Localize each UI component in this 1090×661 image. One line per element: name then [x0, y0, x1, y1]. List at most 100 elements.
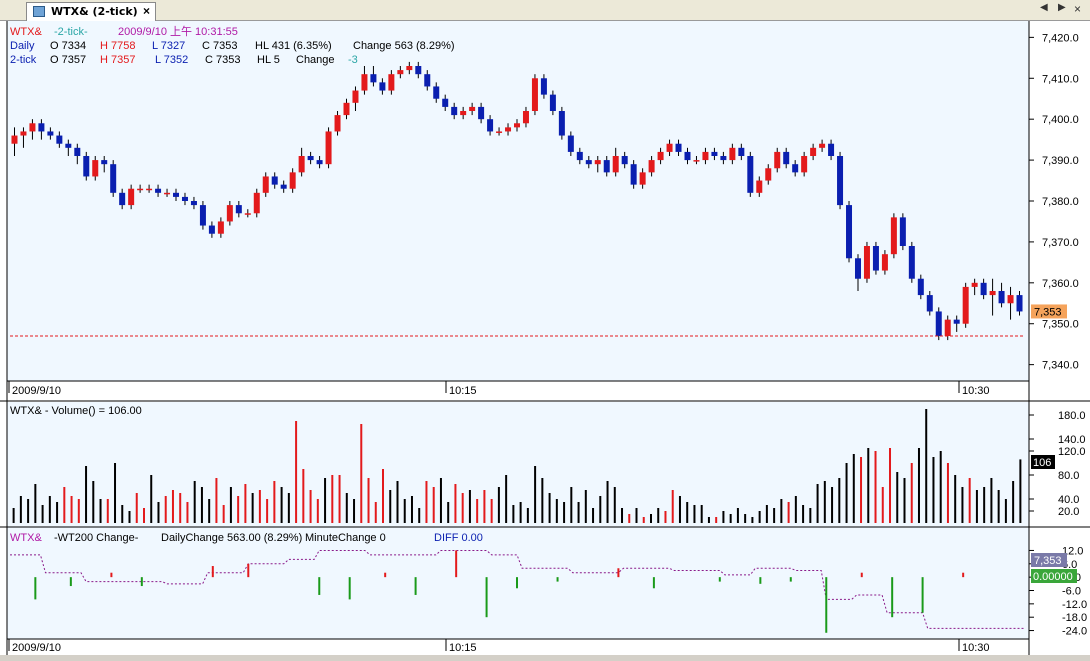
candle-body [505, 127, 512, 132]
candle-body [828, 143, 835, 156]
volume-tick-label: 20.0 [1058, 506, 1079, 518]
candle-body [720, 156, 727, 161]
price-panel-bg [7, 21, 1029, 381]
tick-change-label: Change [296, 54, 335, 66]
candle-body [370, 74, 377, 83]
candle-body [262, 176, 269, 193]
candle-body [451, 106, 458, 116]
volume-tick-label: 180.0 [1058, 410, 1086, 422]
candle-body [917, 278, 924, 296]
daily-low: L 7327 [152, 40, 185, 52]
header-datetime: 2009/9/10 上午 10:31:55 [118, 25, 238, 38]
candle-body [119, 192, 126, 206]
sheet-tab-bar[interactable] [0, 655, 1090, 661]
candle-body [433, 86, 440, 99]
candle-body [711, 151, 718, 156]
candle-body [181, 196, 188, 201]
candle-body [540, 78, 547, 95]
price-tick-label: 7,390.0 [1042, 155, 1079, 167]
candle-body [298, 156, 305, 173]
scroll-left-icon[interactable]: ◀ [1040, 2, 1048, 13]
candle-body [872, 246, 879, 271]
candle-body [863, 246, 870, 279]
change-tick-label: 12.0 [1062, 545, 1083, 557]
candle-body [496, 131, 503, 133]
change-name: -WT200 Change- [54, 532, 139, 544]
candle-body [980, 282, 987, 296]
candle-body [20, 131, 27, 136]
candle-body [926, 295, 933, 312]
tick-change-value: -3 [348, 54, 358, 66]
chart-area[interactable]: WTX& -2-tick- 2009/9/10 上午 10:31:55 Dail… [0, 21, 1090, 655]
candle-body [460, 111, 467, 116]
tick-high: H 7357 [100, 54, 135, 66]
candle-body [128, 188, 135, 206]
candle-body [899, 217, 906, 246]
daily-close: C 7353 [202, 40, 237, 52]
candle-body [603, 160, 610, 173]
time2-label-3: 10:30 [962, 642, 990, 654]
candle-body [235, 205, 242, 214]
candle-body [765, 168, 772, 181]
change-minute: MinuteChange 0 [305, 532, 386, 544]
close-icon[interactable]: × [1074, 2, 1082, 16]
price-tick-label: 7,410.0 [1042, 73, 1079, 85]
candle-body [639, 172, 646, 185]
candle-body [478, 106, 485, 120]
volume-tick-label: 80.0 [1058, 470, 1079, 482]
candle-body [38, 123, 45, 132]
tick-label: 2-tick [10, 54, 37, 66]
volume-panel-bg [7, 402, 1029, 527]
price-tick-label: 7,370.0 [1042, 237, 1079, 249]
candle-body [343, 102, 350, 116]
candle-body [244, 213, 251, 215]
candle-body [594, 160, 601, 165]
change-badge-2-label: 0.00000 [1033, 571, 1073, 583]
candle-body [531, 78, 538, 111]
candle-body [549, 94, 556, 111]
candle-body [738, 147, 745, 156]
time-label-2: 10:15 [449, 385, 477, 397]
change-diff: DIFF 0.00 [434, 532, 483, 544]
candle-body [522, 111, 529, 124]
chart-icon [33, 6, 45, 17]
price-axis: 7,420.0 7,410.0 7,400.0 7,390.0 7,380.0 7,370… [1029, 32, 1079, 372]
candle-body [280, 184, 287, 189]
candle-body [325, 131, 332, 165]
candle-body [630, 164, 637, 185]
candle-body [307, 156, 314, 161]
candle-body [65, 143, 72, 148]
candle-body [406, 66, 413, 71]
candle-body [890, 217, 897, 255]
candle-body [971, 282, 978, 287]
candle-body [693, 160, 700, 162]
candle-body [684, 151, 691, 161]
candle-body [729, 147, 736, 161]
candle-body [801, 156, 808, 173]
change-tick-label: -18.0 [1062, 612, 1087, 624]
candle-body [397, 70, 404, 75]
candle-body [190, 201, 197, 206]
change-badge-1-label: 7,353 [1034, 555, 1062, 567]
candle-body [612, 156, 619, 173]
volume-title: WTX& - Volume() = 106.00 [10, 405, 142, 417]
candle-body [854, 258, 861, 279]
candle-body [361, 74, 368, 91]
candle-body [379, 82, 386, 91]
candle-body [944, 319, 951, 336]
candle-body [1016, 295, 1023, 312]
price-tick-label: 7,400.0 [1042, 114, 1079, 126]
scroll-right-icon[interactable]: ▶ [1058, 2, 1066, 13]
candle-body [953, 319, 960, 324]
candle-body [585, 160, 592, 165]
volume-current-badge [1031, 455, 1055, 469]
change-badge-2 [1031, 569, 1077, 583]
tab-close-icon[interactable]: × [142, 4, 150, 18]
candle-body [415, 66, 422, 75]
candle-body [253, 192, 260, 214]
candle-body [998, 291, 1005, 304]
volume-tick-label: 40.0 [1058, 494, 1079, 506]
candle-body [756, 180, 763, 193]
tab-wtx-2tick[interactable]: WTX& (2-tick) × [26, 2, 156, 21]
